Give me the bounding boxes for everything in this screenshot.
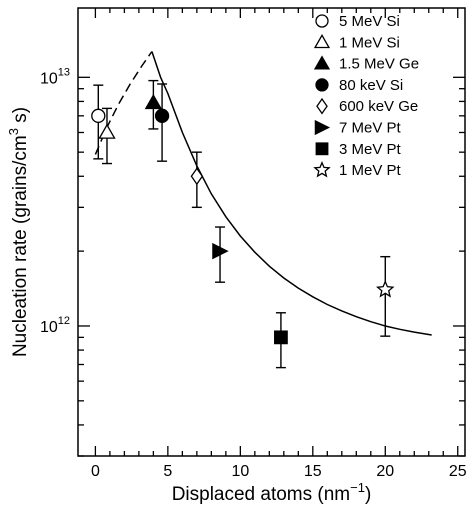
model-curve-dashed (94, 51, 153, 155)
legend-marker (314, 119, 331, 136)
legend-marker (316, 97, 328, 115)
legend-entry: 80 keV Si (315, 77, 403, 94)
legend-label: 1 MeV Si (339, 34, 400, 51)
legend-entry: 600 keV Ge (316, 97, 418, 115)
y-axis-title: Nucleation rate (grains/cm3 s) (6, 107, 31, 357)
data-marker (274, 330, 288, 345)
data-marker (376, 279, 395, 298)
legend-entry: 1.5 MeV Ge (313, 55, 419, 73)
legend-marker (313, 55, 331, 70)
data-marker (190, 167, 204, 186)
data-marker (154, 108, 170, 123)
data-marker (144, 93, 163, 110)
y-tick-label: 1013 (40, 66, 70, 87)
x-tick-label: 5 (163, 463, 172, 480)
data-point (274, 312, 288, 369)
x-tick-label: 20 (376, 463, 394, 480)
legend-marker (313, 34, 331, 49)
x-tick-label: 10 (231, 463, 249, 480)
legend-marker (315, 142, 329, 156)
data-point (98, 107, 116, 165)
data-point (376, 255, 395, 337)
legend-label: 7 MeV Pt (339, 120, 402, 137)
model-curve-solid (151, 51, 432, 336)
data-marker (212, 242, 229, 260)
legend-label: 1 MeV Pt (339, 162, 402, 179)
x-tick-label: 0 (91, 463, 100, 480)
legend-entry: 3 MeV Pt (315, 141, 402, 158)
data-point (190, 151, 204, 209)
data-point (91, 84, 106, 160)
legend-entry: 1 MeV Si (313, 34, 400, 51)
data-marker (91, 108, 106, 123)
legend-entry: 1 MeV Pt (313, 161, 402, 179)
x-tick-label: 15 (304, 463, 322, 480)
legend-marker (315, 78, 329, 92)
legend-marker (313, 161, 331, 178)
legend-label: 600 keV Ge (339, 98, 418, 115)
x-tick-label: 25 (449, 463, 467, 480)
data-marker (98, 123, 116, 139)
data-point (144, 79, 163, 130)
data-point (154, 83, 170, 162)
legend-label: 80 keV Si (339, 77, 403, 94)
x-axis-title: Displaced atoms (nm−1) (172, 480, 372, 505)
plot-frame (77, 7, 466, 457)
legend-entry: 7 MeV Pt (314, 119, 402, 137)
legend-label: 5 MeV Si (339, 13, 400, 30)
legend-label: 1.5 MeV Ge (339, 56, 419, 73)
data-point (212, 226, 229, 283)
legend-entry: 5 MeV Si (315, 13, 400, 30)
legend-label: 3 MeV Pt (339, 141, 402, 158)
y-tick-label: 1012 (40, 315, 70, 336)
legend-marker (315, 14, 329, 28)
